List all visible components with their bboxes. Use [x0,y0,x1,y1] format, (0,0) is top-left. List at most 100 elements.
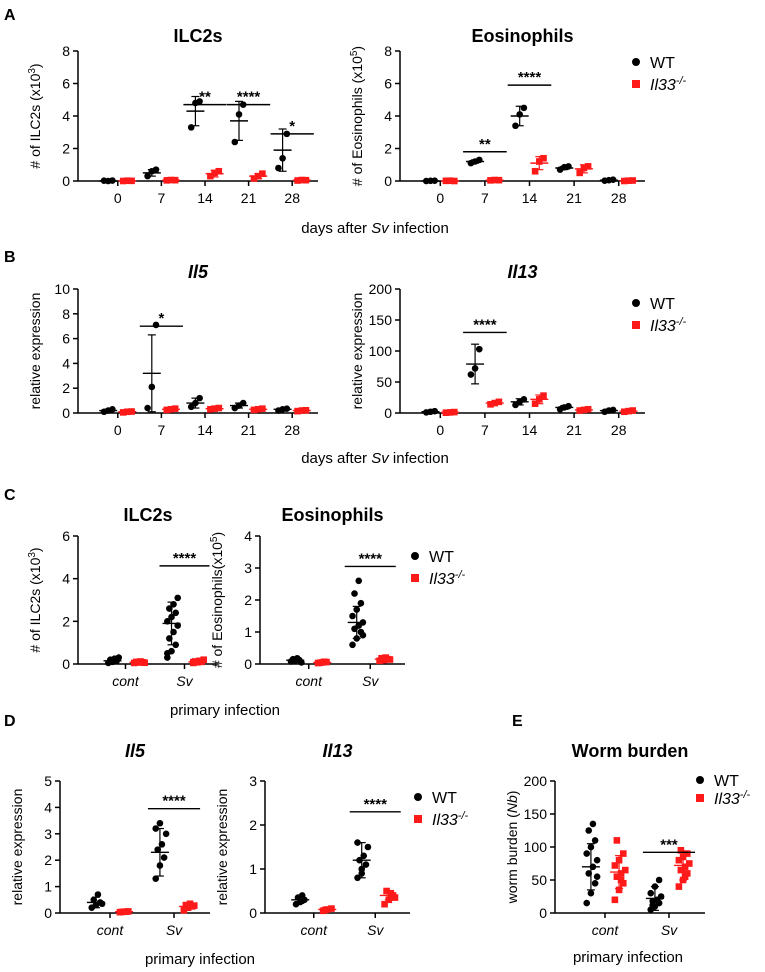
data-point-wt [565,402,572,410]
x-tick-label: 0 [436,190,444,206]
y-tick-label: 50 [376,374,392,390]
data-point-il33ko [677,866,685,874]
data-point-wt [512,122,519,130]
data-point-wt [152,166,160,173]
x-tick-label: Sv [367,922,384,938]
y-tick-label: 2 [244,592,252,608]
legend-marker-il33ko [411,574,419,582]
x-tick-label: 28 [284,422,300,438]
x-tick-label: cont [296,673,324,689]
y-tick-label: 100 [369,343,393,359]
legend-marker-wt [414,793,422,801]
significance-label: * [158,310,164,327]
x-tick-label: 7 [158,190,166,206]
y-tick-label: 6 [62,528,70,544]
legend-marker-il33ko [632,321,640,329]
significance-label: **** [473,316,497,333]
data-point-wt [196,98,203,105]
legend-label-il33ko-name: Il33 [429,571,455,588]
data-point-il33ko [250,175,258,182]
chart-title: ILC2s [123,505,172,525]
data-point-wt [520,396,528,403]
data-point-il33ko [675,883,683,890]
x-tick-label: 14 [197,190,213,206]
data-point-wt [351,590,358,597]
y-axis-label-main: # of Eosinophils(x10 [209,542,225,668]
x-tick-label: 21 [566,190,582,206]
data-point-wt [239,399,247,407]
legend-label-il33ko: Il33-/- [432,810,469,829]
legend-label-il33ko-name: Il33 [650,77,676,94]
y-axis-label: relative expression [349,293,365,410]
data-point-il33ko [675,856,683,864]
y-tick-label: 0 [384,405,392,421]
data-point-wt [115,654,123,661]
chart-d1: Il5 0 1 2 3 4 5 relative expression cont Sv **** [9,741,210,938]
legend-label-il33ko-name: Il33 [432,812,458,829]
y-tick-label: 0 [62,656,70,672]
y-axis-label: relative expression [27,293,43,410]
data-point-wt [349,641,356,649]
data-point-wt [231,138,239,146]
y-tick-label: 0 [62,173,70,189]
significance-label: **** [237,89,261,106]
x-tick-label: 14 [197,422,213,438]
panel-letter-d: D [4,713,16,730]
significance-label: **** [364,796,388,813]
x-tick-label: Sv [362,673,379,689]
data-point-il33ko [259,170,266,177]
x-tick-label: 7 [158,422,166,438]
data-point-wt [589,820,597,828]
y-axis-label-sup: 5 [209,536,220,542]
x-tick-label: Sv [176,673,193,689]
significance-label: *** [660,836,678,853]
x-tick-label: Sv [661,922,678,938]
y-tick-label: 6 [62,331,70,347]
legend-marker-wt [696,776,704,784]
y-axis-label-main: relative expression [349,293,365,410]
data-point-wt [364,843,372,851]
data-point-wt [162,830,170,838]
significance-label: **** [518,69,542,86]
data-point-il33ko [531,400,539,407]
data-point-wt [187,124,195,131]
chart-title: Eosinophils [281,505,383,525]
y-tick-label: 0 [44,905,52,921]
data-point-il33ko [683,850,691,857]
y-tick-label: 4 [62,571,70,587]
y-tick-label: 0 [62,405,70,421]
y-tick-label: 0 [244,656,252,672]
primary-infection-caption-e: primary infection [573,949,683,966]
y-axis-label: # of ILC2s (x103) [27,63,44,168]
y-axis-label-main: relative expression [9,789,25,906]
legend-label-wt: WT [650,55,675,72]
legend-label-il33ko: Il33-/- [650,75,687,94]
legend-label-il33ko: Il33-/- [650,316,687,335]
data-point-wt [174,594,182,602]
data-point-wt [593,856,601,864]
y-tick-label: 2 [249,817,257,833]
data-point-wt [144,172,151,180]
x-tick-label: 0 [436,422,444,438]
data-point-il33ko [378,654,385,662]
primary-infection-caption-d: primary infection [145,951,255,968]
data-point-wt [591,837,599,844]
y-axis-label: # of ILC2s (x103) [27,547,44,652]
data-point-wt [98,900,106,908]
x-tick-label: 0 [114,422,122,438]
data-point-il33ko [387,889,395,897]
significance-label: **** [173,550,197,567]
y-axis-label-main: # of ILC2s (x10 [27,557,43,652]
chart-title: ILC2s [173,26,222,46]
data-point-il33ko [180,907,188,914]
chart-title: Worm burden [572,741,689,761]
chart-c1: ILC2s 0 2 4 6 # of ILC2s (x103) cont Sv **** [27,505,218,689]
x-tick-label: cont [301,922,329,938]
legend-label-wt: WT [714,773,739,790]
x-tick-label: 14 [522,422,538,438]
y-tick-label: 4 [62,108,70,124]
